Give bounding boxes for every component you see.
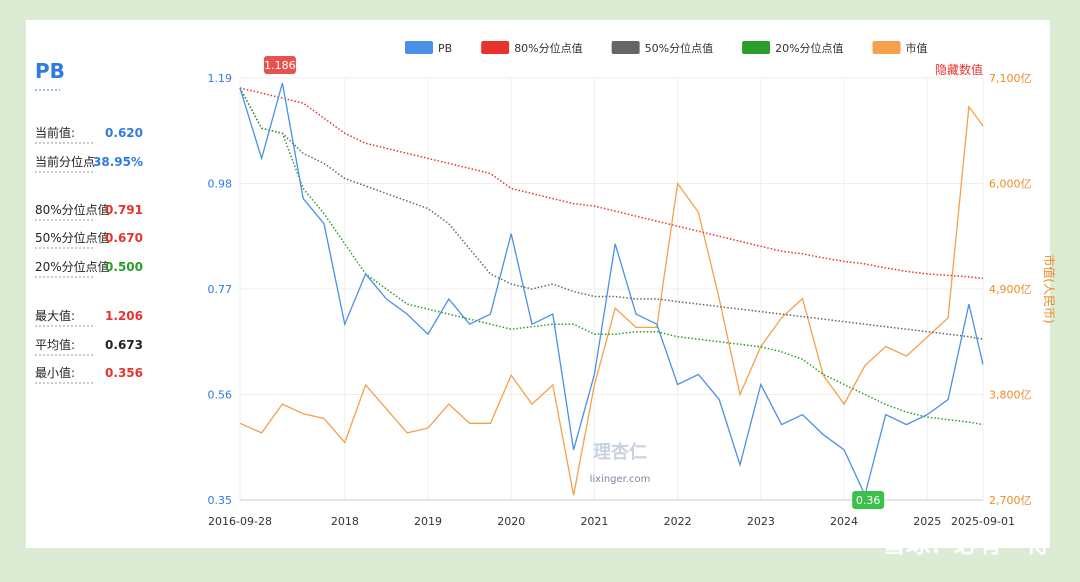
- stat-label: 平均值:: [35, 337, 75, 352]
- stat-label: 80%分位点值: [35, 202, 110, 217]
- y-tick-label: 0.35: [208, 494, 233, 507]
- watermark: 理杏仁: [593, 441, 647, 463]
- y-tick-label: 0.77: [208, 283, 233, 296]
- legend-label[interactable]: 市值: [906, 41, 928, 55]
- stat-value: 0.670: [105, 231, 143, 245]
- x-tick-label: 2016-09-28: [208, 515, 272, 528]
- stat-label: 50%分位点值: [35, 230, 110, 245]
- legend-swatch: [742, 41, 771, 54]
- annotation-label: 1.186: [264, 59, 296, 72]
- legend-swatch: [405, 41, 433, 54]
- legend-label[interactable]: 20%分位点值: [775, 41, 843, 55]
- x-tick-label: 2022: [664, 515, 692, 528]
- stat-value: 0.791: [105, 203, 143, 217]
- stat-value: 0.356: [105, 366, 143, 380]
- y2-tick-label: 4,900亿: [989, 283, 1032, 296]
- x-tick-label: 2020: [497, 515, 525, 528]
- panel-title: PB: [35, 59, 65, 83]
- stat-label: 最小值:: [35, 365, 75, 380]
- legend-label[interactable]: 50%分位点值: [645, 41, 713, 55]
- stat-value: 0.673: [105, 338, 143, 352]
- stat-label: 当前值:: [35, 125, 75, 140]
- stat-value: 1.206: [105, 309, 143, 323]
- stat-value: 0.620: [105, 126, 143, 140]
- annotation-label: 0.36: [856, 494, 881, 507]
- x-tick-label: 2019: [414, 515, 442, 528]
- x-tick-label: 2018: [331, 515, 359, 528]
- y2-tick-label: 6,000亿: [989, 178, 1032, 191]
- y-tick-label: 1.19: [208, 72, 233, 85]
- series-line: [239, 105, 984, 496]
- x-tick-label: 2025: [913, 515, 941, 528]
- y2-tick-label: 7,100亿: [989, 72, 1032, 85]
- hide-button[interactable]: 隐藏数值: [935, 62, 983, 77]
- annotation-box: [852, 490, 885, 509]
- x-tick-label: 2021: [580, 515, 608, 528]
- x-tick-label: 2025-09-01: [951, 515, 1015, 528]
- footer: 雪球：必有一得: [882, 530, 1050, 558]
- y-tick-label: 0.98: [208, 178, 233, 191]
- legend-swatch: [611, 41, 640, 54]
- stat-label: 最大值:: [35, 308, 75, 323]
- stat-label: 20%分位点值: [35, 259, 110, 274]
- series-line: [239, 87, 984, 280]
- stat-label: 当前分位点: [35, 154, 95, 169]
- legend-swatch: [481, 41, 510, 54]
- stat-value: 38.95%: [93, 155, 143, 169]
- y2-tick-label: 2,700亿: [989, 494, 1032, 507]
- y-tick-label: 0.56: [208, 389, 233, 402]
- annotation-box: [263, 56, 296, 75]
- watermark-sub: lixinger.com: [590, 474, 651, 485]
- x-tick-label: 2024: [830, 515, 858, 528]
- legend-label[interactable]: PB: [438, 42, 452, 55]
- legend-swatch: [872, 41, 901, 54]
- y2-axis-label: 市值(人民币): [1042, 254, 1057, 323]
- legend-label[interactable]: 80%分位点值: [514, 41, 582, 55]
- x-tick-label: 2023: [747, 515, 775, 528]
- y2-tick-label: 3,800亿: [989, 389, 1032, 402]
- stat-value: 0.500: [105, 260, 143, 274]
- card: [26, 20, 1050, 548]
